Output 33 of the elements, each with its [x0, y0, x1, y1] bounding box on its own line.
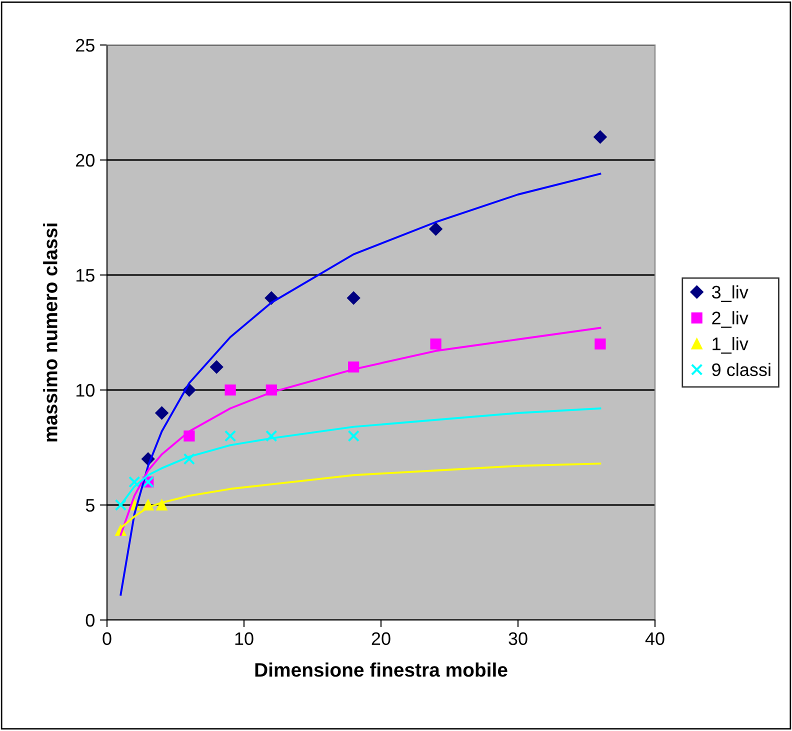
y-axis-title: massimo numero classi [43, 224, 58, 442]
point [114, 499, 127, 511]
point [347, 291, 360, 305]
y-tick-label: 25 [76, 38, 94, 52]
point [155, 406, 168, 420]
point [594, 130, 607, 144]
y-tick-label: 15 [76, 269, 94, 282]
point [594, 338, 606, 350]
y-tick-label: 5 [86, 499, 94, 512]
point [430, 338, 442, 350]
y-tick-label: 20 [76, 154, 94, 167]
point [429, 222, 442, 236]
x-tick-label: 30 [508, 632, 528, 646]
line-series [120, 172, 602, 596]
point [265, 430, 278, 442]
legend-label: 9 classi [712, 362, 770, 376]
x-tick-label: 10 [235, 632, 254, 646]
x-tick-label: 0 [102, 632, 112, 646]
legend-label: 1_liv [712, 337, 748, 354]
point [210, 360, 224, 374]
x-tick-label: 40 [645, 632, 664, 646]
y-tick-label: 0 [86, 614, 94, 627]
point [348, 430, 360, 442]
y-tick-label: 10 [76, 384, 94, 397]
point [183, 453, 196, 465]
legend-label: 3_liv [712, 285, 748, 302]
x-axis-title: Dimensione finestra mobile [255, 662, 508, 677]
legend-label: 2_liv [712, 311, 748, 328]
point [156, 499, 168, 511]
x-tick-label: 20 [372, 632, 390, 646]
point [224, 430, 236, 442]
point [184, 430, 195, 442]
point [224, 384, 236, 396]
